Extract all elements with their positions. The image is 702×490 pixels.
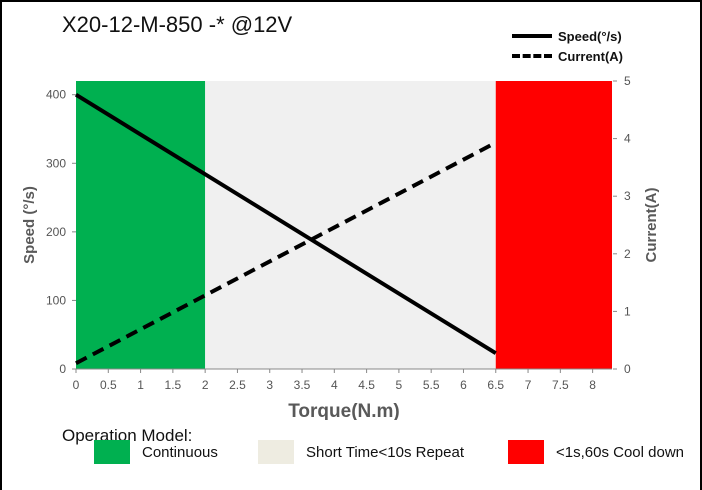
y2-axis-title: Current(A) [643, 188, 660, 263]
y-axis-title: Speed (°/s) [21, 186, 38, 264]
region-band-0 [76, 81, 206, 369]
speed-series-line [74, 93, 497, 355]
y-tick-label: 400 [46, 88, 66, 102]
region-label-cooldown: <1s,60s Cool down [556, 443, 684, 461]
region-label-short-time: Short Time<10s Repeat [306, 443, 465, 461]
x-tick-label: 1 [137, 378, 144, 392]
region-legend-short-time: Short Time<10s Repeat [258, 438, 464, 466]
legend-solid-line [512, 34, 552, 38]
x-tick-label: 5.5 [423, 378, 440, 392]
x-axis-title: Torque(N.m) [288, 401, 400, 420]
x-tick-label: 0.5 [100, 378, 117, 392]
x-tick-label: 0 [73, 378, 80, 392]
x-tick-label: 7 [525, 378, 532, 392]
series-legend: Speed(°/s) Current(A) [512, 26, 662, 66]
frame-border-top [0, 0, 702, 2]
x-tick-label: 8 [589, 378, 596, 392]
legend-item-current: Current(A) [512, 46, 662, 66]
legend-dashed-line [512, 54, 552, 58]
y-tick-label: 100 [46, 293, 66, 307]
chart-plot: 0 0.5 1 1.5 2 2.5 3 3.5 4 4.5 5 5.5 6 6.5 7 7.5 8 0 100 200… [21, 74, 660, 420]
legend-label-current: Current(A) [558, 48, 623, 64]
region-swatch-short-time [258, 440, 294, 464]
frame-border-right [700, 0, 702, 490]
region-legend: Continuous Short Time<10s Repeat <1s,60s… [0, 438, 702, 468]
region-swatch-continuous [94, 440, 130, 464]
x-tick-label: 7.5 [552, 378, 569, 392]
legend-label-speed: Speed(°/s) [558, 28, 622, 44]
x-tick-label: 3.5 [294, 378, 311, 392]
x-tick-label: 6.5 [487, 378, 504, 392]
x-tick-label: 4 [331, 378, 338, 392]
x-tick-label: 4.5 [358, 378, 375, 392]
region-label-continuous: Continuous [142, 443, 218, 461]
region-legend-cooldown: <1s,60s Cool down [508, 438, 684, 466]
x-tick-label: 5 [396, 378, 403, 392]
region-swatch-cooldown [508, 440, 544, 464]
region-legend-continuous: Continuous [94, 438, 218, 466]
frame-border-left [0, 0, 2, 490]
legend-item-speed: Speed(°/s) [512, 26, 662, 46]
y2-tick-label: 3 [624, 189, 631, 203]
y-tick-label: 0 [59, 362, 66, 376]
x-tick-label: 2.5 [229, 378, 246, 392]
x-tick-label: 2 [202, 378, 209, 392]
y-tick-label: 200 [46, 225, 66, 239]
region-band-1 [205, 81, 496, 369]
y2-tick-label: 2 [624, 247, 631, 261]
current-series-line [75, 140, 497, 366]
y2-tick-label: 4 [624, 132, 631, 146]
chart-title: X20-12-M-850 -* @12V [62, 12, 293, 37]
x-tick-label: 6 [460, 378, 467, 392]
x-tick-label: 1.5 [165, 378, 182, 392]
y2-tick-label: 1 [624, 304, 631, 318]
y2-tick-label: 5 [624, 74, 631, 88]
x-tick-label: 3 [266, 378, 273, 392]
y2-tick-label: 0 [624, 362, 631, 376]
y-tick-label: 300 [46, 156, 66, 170]
region-band-2 [495, 81, 612, 369]
